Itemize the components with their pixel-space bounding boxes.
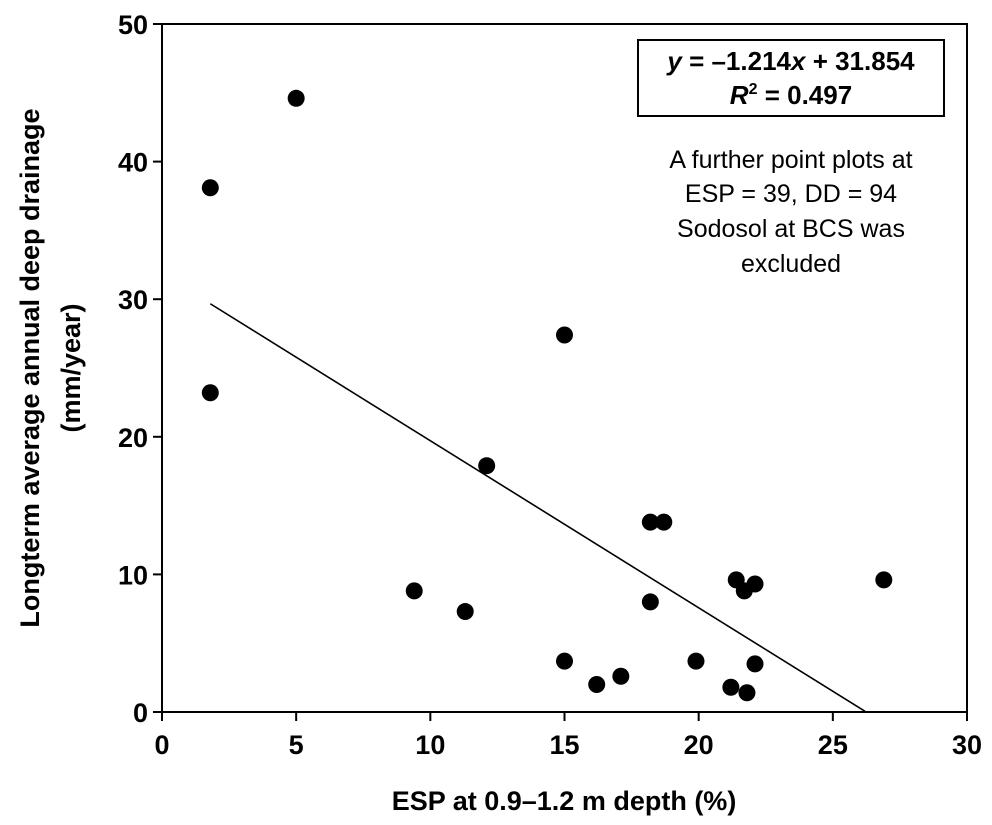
y-tick-label: 30: [118, 285, 148, 315]
y-tick-label: 40: [118, 148, 148, 178]
data-point: [201, 384, 219, 402]
trendline: [209, 303, 866, 713]
x-tick-label: 30: [952, 730, 982, 760]
eq-tail: + 31.854: [805, 46, 915, 76]
note-line-2: ESP = 39, DD = 94: [685, 180, 897, 208]
data-point: [722, 678, 740, 696]
r2-sup: 2: [749, 81, 758, 98]
annotation-note: A further point plots at ESP = 39, DD = …: [669, 146, 912, 278]
x-tick-label: 0: [154, 730, 169, 760]
x-tick-label: 25: [818, 730, 848, 760]
data-point: [746, 655, 764, 673]
note-line-4: excluded: [741, 250, 841, 278]
note-line-3: Sodosol at BCS was: [677, 215, 905, 243]
axis-ticks: 0 5 10 15 20 25 30 0 10 20 30 40 50: [118, 10, 982, 760]
y-axis-title-line-2: (mm/year): [56, 303, 86, 432]
y-tick-label: 50: [118, 10, 148, 40]
r2-prefix: R: [730, 80, 749, 110]
data-point: [456, 603, 474, 621]
equation-line: y = –1.214x + 31.854: [665, 46, 915, 76]
y-tick-label: 10: [118, 560, 148, 590]
data-point: [588, 675, 606, 693]
data-point: [201, 179, 219, 197]
data-point: [556, 652, 573, 670]
data-point: [687, 652, 705, 670]
data-point: [655, 513, 673, 531]
data-point: [746, 575, 764, 593]
data-point: [612, 667, 630, 685]
y-tick-label: 20: [118, 423, 148, 453]
data-point: [641, 513, 659, 531]
data-point: [405, 582, 423, 600]
x-tick-label: 15: [549, 730, 579, 760]
equation-box-frame: [637, 39, 945, 117]
data-point: [556, 326, 573, 344]
plot-area-frame: [161, 23, 968, 713]
data-point: [875, 571, 893, 589]
eq-x: x: [789, 46, 807, 76]
note-line-1: A further point plots at: [669, 146, 912, 174]
x-tick-label: 5: [289, 730, 304, 760]
x-tick-label: 20: [684, 730, 714, 760]
data-point: [738, 684, 756, 702]
equation-box: y = –1.214x + 31.854 R2 = 0.497: [637, 39, 945, 117]
r2-value: = 0.497: [757, 80, 852, 110]
y-tick-label: 0: [133, 698, 148, 728]
y-axis-title-line-1: Longterm average annual deep drainage: [15, 108, 45, 627]
r-squared-line: R2 = 0.497: [730, 80, 852, 110]
trendline-group: [209, 303, 866, 713]
data-point: [287, 89, 305, 107]
data-points: [201, 89, 893, 702]
x-tick-label: 10: [415, 730, 445, 760]
data-point: [641, 593, 659, 611]
eq-mid: = –1.214: [682, 46, 792, 76]
x-axis-title: ESP at 0.9–1.2 m depth (%): [392, 786, 737, 816]
eq-y: y: [665, 46, 683, 76]
data-point: [478, 457, 496, 475]
